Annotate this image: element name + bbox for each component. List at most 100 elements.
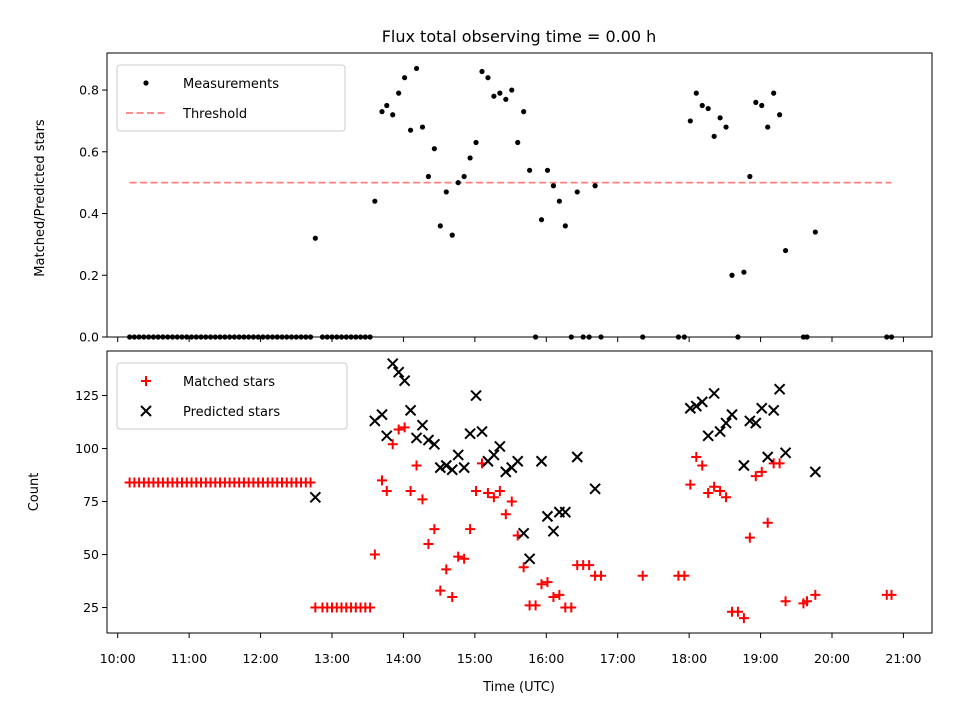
measurement-point [777,112,783,118]
predicted-stars-point [547,525,560,537]
x-tick-label: 18:00 [671,651,707,666]
matched-stars-point [435,585,446,596]
predicted-stars-point [428,438,441,451]
y-tick-label: 0.0 [79,330,99,345]
predicted-stars-point [750,417,762,429]
matched-stars-point [417,494,428,505]
predicted-stars-point [708,387,720,400]
measurement-point [592,183,598,189]
measurement-point [699,102,705,109]
matched-stars-point [756,466,767,477]
matched-stars-point [429,524,440,535]
measurement-point [759,102,765,109]
legend-label: Matched stars [183,375,275,390]
matched-stars-point [465,524,476,535]
measurement-point [402,75,408,81]
plot-frame [106,350,933,634]
matched-stars-point [802,596,812,607]
matched-stars-point [691,452,702,463]
y-tick-label: 0.6 [79,144,99,159]
matched-stars-point [530,600,541,611]
measurement-point [379,109,385,115]
predicted-stars-point [392,366,405,378]
measurement-point [687,118,693,124]
x-tick-label: 15:00 [457,651,493,666]
matched-stars-point [365,602,376,613]
predicted-stars-point [376,408,388,421]
y-tick-label: 50 [83,547,99,562]
predicted-stars-point [779,447,792,459]
predicted-stars-point [410,432,423,444]
matched-stars-point [886,589,897,600]
legend-label: Predicted stars [183,405,280,420]
measurement-point [425,173,432,180]
x-axis-label: Time (UTC) [482,680,555,695]
y-tick-label: 0.2 [79,268,99,283]
measurement-point [419,124,426,130]
matched-stars-point [506,496,517,507]
x-tick-label: 19:00 [743,651,779,666]
legend-matched-marker [141,376,151,386]
matched-stars-point [566,602,577,613]
predicted-stars-point [541,510,554,523]
x-tick-label: 16:00 [528,651,564,666]
matched-stars-point [387,439,398,450]
measurement-point [753,99,759,105]
measurement-point [407,127,414,133]
measurement-point [515,139,521,146]
matched-stars-point [399,422,410,433]
predicted-stars-point [398,374,411,387]
matched-stars-point [738,613,749,624]
predicted-stars-point [696,396,708,408]
y-tick-label: 0.4 [79,206,99,221]
matched-stars-point [423,538,434,549]
bottom-y-axis-label: Count [27,473,42,512]
measurement-point [503,96,509,102]
legend-measurements-marker [143,80,149,86]
measurement-point [312,235,318,241]
measurement-point [562,223,568,229]
matched-stars-point [405,485,416,496]
matched-stars-point [697,460,708,471]
matched-stars-point [762,517,773,528]
predicted-stars-point [702,430,714,442]
legend-label: Measurements [183,77,279,92]
matched-stars-point [459,553,470,564]
matched-stars-point [715,485,726,496]
measurement-point [372,198,378,204]
legend-label: Threshold [182,107,247,122]
matched-stars-point [494,485,505,496]
matched-stars-point [774,458,785,469]
predicted-stars-point [690,400,702,412]
matched-stars-point [471,485,482,496]
measurement-point [538,217,545,223]
predicted-stars-point [416,419,429,431]
top-y-axis-label: Matched/Predicted stars [33,119,48,277]
matched-stars-point [750,471,761,482]
y-tick-label: 125 [75,388,99,403]
measurement-point [550,183,557,189]
x-tick-label: 21:00 [885,651,921,666]
measurement-point [479,68,485,75]
matched-stars-point [554,589,565,600]
measurement-point [509,87,515,93]
measurement-point [812,229,818,235]
matched-stars-point [548,591,559,602]
measurement-point [485,75,491,81]
x-tick-label: 10:00 [100,651,136,666]
matched-stars-point [685,479,696,490]
predicted-stars-point [470,389,482,402]
matched-stars-point [305,477,316,488]
matched-stars-point [810,589,821,600]
plot-frame [106,52,933,338]
matched-stars-point [393,424,404,435]
measurement-point [437,223,443,229]
measurement-point [711,133,717,139]
predicted-stars-point [571,451,583,463]
measurement-point [693,90,699,96]
matched-stars-point [488,492,499,503]
x-tick-label: 17:00 [600,651,636,666]
predicted-stars-point [446,464,458,476]
legend-box [116,64,346,132]
x-tick-label: 20:00 [814,651,850,666]
